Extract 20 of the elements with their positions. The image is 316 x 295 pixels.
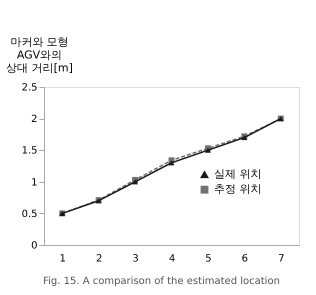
x-tick-label: 6: [242, 254, 248, 264]
y-tick-label: 0: [31, 240, 38, 252]
x-tick-label: 1: [60, 254, 66, 264]
x-tick-label: 7: [278, 254, 284, 264]
y-tick-label: 1.5: [22, 146, 38, 157]
legend-label: 실제 위치: [214, 168, 262, 181]
legend-label: 추정 위치: [214, 182, 262, 196]
x-tick-label: 4: [168, 254, 176, 264]
y-tick-label: 2.5: [22, 82, 38, 94]
y-axis-title: 마커와 모형 AGV와의 상대 거리[m]: [6, 36, 73, 74]
point: [204, 148, 211, 153]
caption: Fig. 15. A comparison of the estimated location: [43, 276, 280, 287]
x-tick-label: 3: [132, 254, 139, 264]
x-tick-label: 5: [205, 254, 212, 264]
y-tick-label: 2: [31, 114, 38, 126]
x-tick-label: 2: [96, 254, 102, 264]
point: [132, 179, 138, 184]
point: [168, 160, 174, 166]
y-tick-label: 1: [31, 177, 38, 188]
y-tick-label: 0.5: [22, 208, 38, 220]
